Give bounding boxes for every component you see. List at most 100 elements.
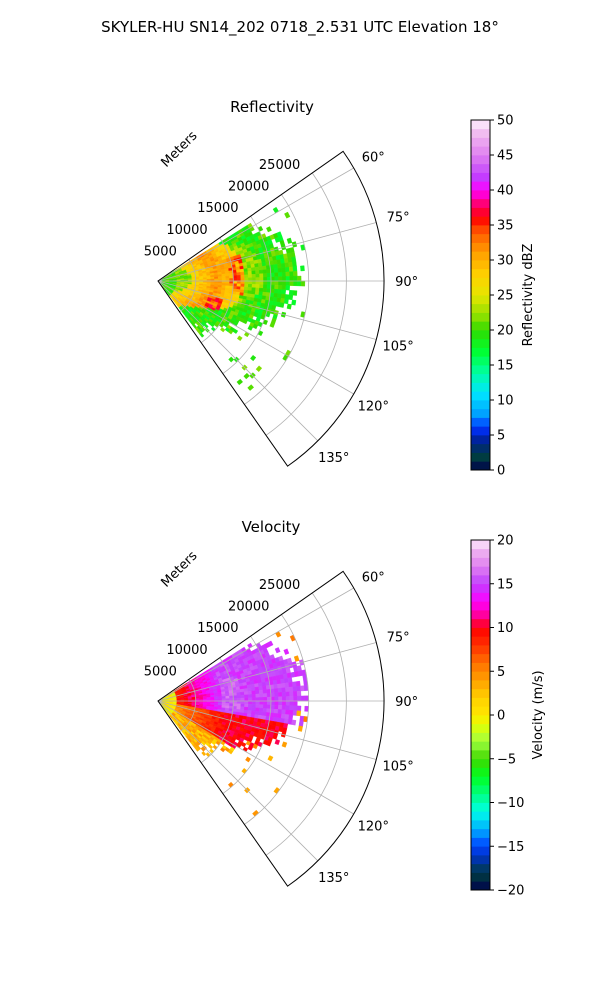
colorbar-cell	[471, 636, 490, 646]
field-cell	[293, 691, 298, 697]
azimuth-spoke	[157, 280, 319, 442]
field-cell	[297, 280, 302, 287]
range-ring	[200, 237, 234, 344]
field-cell	[273, 688, 279, 694]
velocity-field	[160, 631, 309, 817]
colorbar-cell	[471, 601, 490, 611]
colorbar-cell	[471, 400, 490, 410]
azimuth-tick-label: 120°	[358, 819, 389, 834]
azimuth-tick-label: 90°	[395, 275, 418, 290]
colorbar-cell	[471, 872, 490, 882]
colorbar-tick-label: 10	[497, 621, 514, 636]
field-cell	[255, 277, 260, 282]
azimuth-tick-label: 75°	[387, 211, 410, 226]
field-cell	[266, 280, 272, 286]
colorbar-cell	[471, 618, 490, 628]
field-cell	[285, 700, 291, 706]
field-cell	[289, 700, 294, 706]
azimuth-tick-labels: 60° 75° 90° 105° 120° 135°	[318, 151, 418, 466]
field-cell	[251, 270, 256, 275]
field-cell	[263, 276, 268, 282]
azimuth-tick-label: 105°	[382, 759, 413, 774]
field-cell	[285, 271, 290, 277]
colorbar-cell	[471, 767, 490, 777]
field-cell	[273, 683, 279, 690]
field-cell	[274, 704, 279, 710]
field-cell	[262, 708, 268, 713]
colorbar-cell	[471, 120, 490, 130]
colorbar-cell	[471, 128, 490, 138]
field-cell	[293, 275, 298, 282]
field-cell	[289, 271, 294, 277]
field-cell	[297, 275, 302, 282]
field-cell	[240, 283, 245, 288]
colorbar-cell	[471, 540, 490, 550]
colorbar-cell	[471, 356, 490, 366]
field-cell	[281, 709, 286, 715]
colorbar-tick-label: 50	[497, 114, 514, 129]
colorbar-cell	[471, 303, 490, 313]
field-cell	[266, 704, 272, 710]
range-ring	[222, 215, 272, 374]
field-cell	[273, 263, 279, 270]
azimuth-spoke	[157, 642, 377, 702]
field-cell	[259, 700, 264, 705]
colorbar-cell	[471, 338, 490, 348]
field-cell	[244, 694, 249, 699]
colorbar-cells	[470, 119, 491, 471]
field-cell	[278, 280, 283, 286]
field-cell	[210, 276, 215, 280]
colorbar-cell	[471, 365, 490, 375]
field-cell	[285, 691, 290, 697]
field-cell	[270, 700, 275, 706]
colorbar-cell	[471, 207, 490, 217]
colorbar-cell	[471, 688, 490, 698]
colorbar-cell	[471, 548, 490, 558]
field-cell	[236, 280, 242, 285]
field-cell	[242, 319, 248, 325]
field-cell	[247, 283, 253, 288]
range-tick-labels: 5000 10000 15000 20000 25000	[144, 158, 301, 259]
field-cell	[251, 267, 256, 272]
field-cell	[255, 704, 260, 709]
colorbar-cell	[471, 373, 490, 383]
field-cell	[236, 703, 242, 707]
field-cell	[281, 705, 287, 711]
range-ring	[265, 592, 347, 856]
azimuth-tick-label: 60°	[362, 571, 385, 586]
colorbar-cell	[471, 461, 490, 471]
field-cell	[288, 266, 294, 273]
field-cell	[217, 276, 223, 280]
field-cell	[283, 298, 289, 305]
field-cell	[289, 696, 294, 702]
colorbar-tick-label: 0	[497, 709, 505, 724]
field-cell	[278, 276, 283, 282]
field-cell	[300, 265, 305, 272]
field-cell	[262, 269, 268, 274]
field-cell	[254, 266, 260, 271]
field-cell	[251, 687, 256, 692]
field-cell	[247, 745, 254, 751]
range-tick-label: 5000	[144, 244, 177, 259]
field-cell	[247, 690, 253, 695]
field-cell	[269, 321, 276, 328]
range-ring	[200, 657, 234, 764]
colorbar-cell	[471, 653, 490, 663]
colorbar-cell	[471, 680, 490, 690]
field-cell	[248, 280, 253, 285]
field-cell	[259, 273, 264, 278]
field-cell	[221, 696, 226, 699]
field-cell	[236, 692, 241, 696]
field-cell	[201, 751, 207, 757]
field-cell	[251, 273, 257, 278]
field-cell	[255, 365, 263, 373]
colorbar-cell	[471, 391, 490, 401]
field-cell	[296, 685, 302, 692]
field-cell	[233, 278, 238, 282]
colorbar-cell	[471, 575, 490, 585]
figure-title: SKYLER-HU SN14_202 0718_2.531 UTC Elevat…	[101, 18, 499, 37]
colorbar-tick-label: −5	[497, 752, 516, 767]
colorbar-tick-label: −20	[497, 884, 524, 899]
colorbar-cell	[471, 277, 490, 287]
field-cell	[274, 647, 281, 654]
